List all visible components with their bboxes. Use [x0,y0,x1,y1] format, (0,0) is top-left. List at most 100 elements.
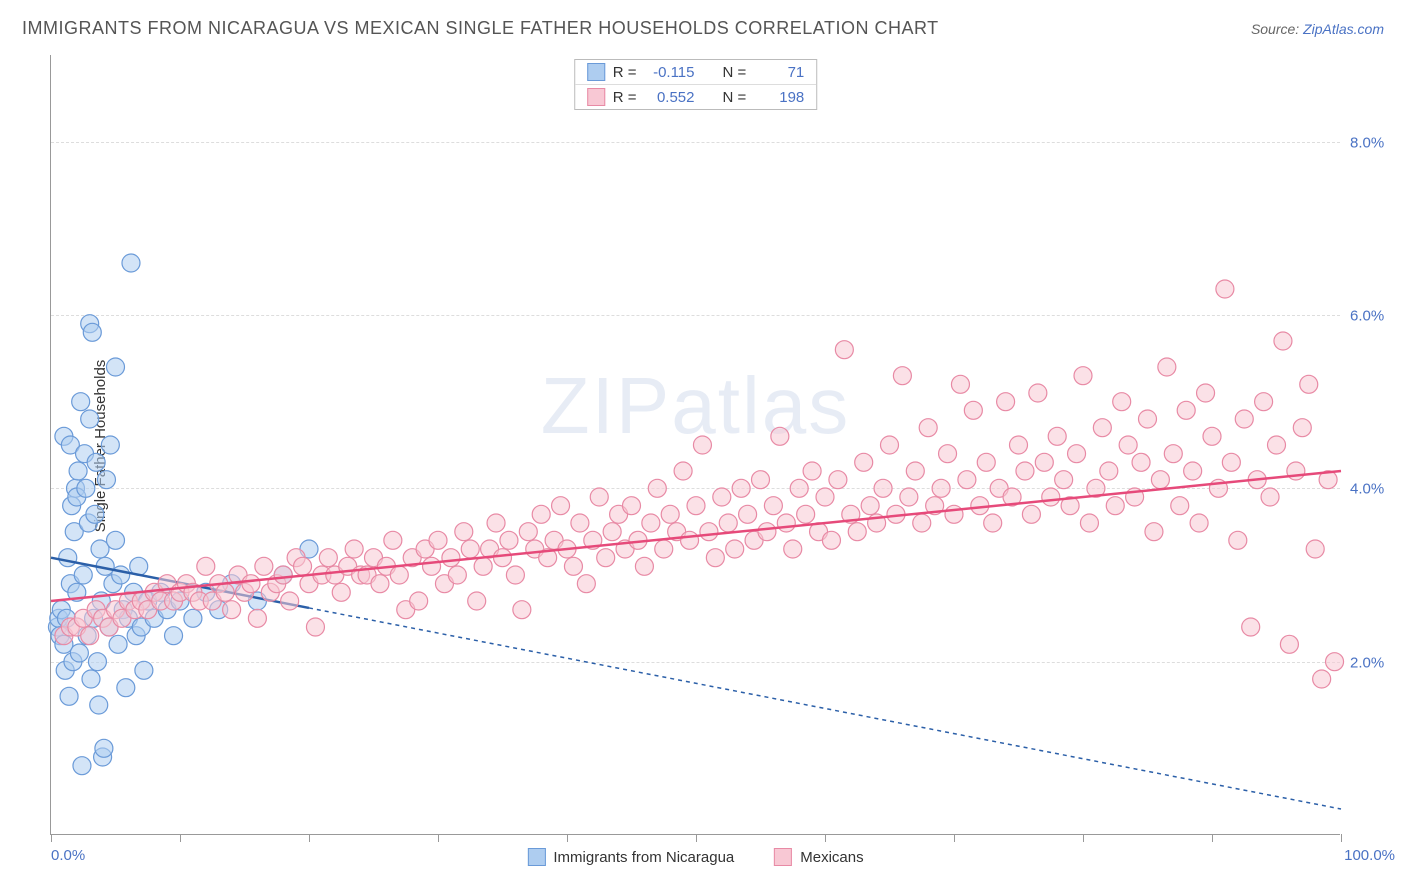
scatter-point [1106,497,1124,515]
scatter-point [274,566,292,584]
scatter-point [1042,488,1060,506]
y-tick-label: 4.0% [1350,481,1400,498]
scatter-point [1048,427,1066,445]
correlation-stats-box: R = -0.115 N = 71 R = 0.552 N = 198 [574,59,818,110]
y-tick-label: 8.0% [1350,134,1400,151]
scatter-point [687,497,705,515]
chart-title: IMMIGRANTS FROM NICARAGUA VS MEXICAN SIN… [22,18,939,39]
scatter-point [1190,514,1208,532]
scatter-point [345,540,363,558]
scatter-point [1016,462,1034,480]
legend-label-1: Immigrants from Nicaragua [553,849,734,866]
scatter-point [855,453,873,471]
scatter-point [764,497,782,515]
scatter-point [1222,453,1240,471]
scatter-point [442,549,460,567]
scatter-point [487,514,505,532]
scatter-point [1132,453,1150,471]
x-tick [1083,834,1084,842]
scatter-point [184,609,202,627]
scatter-point [881,436,899,454]
scatter-point [197,557,215,575]
scatter-point [500,531,518,549]
scatter-point [1280,635,1298,653]
scatter-point [1242,618,1260,636]
scatter-point [513,601,531,619]
scatter-point [281,592,299,610]
x-tick [567,834,568,842]
scatter-point [95,739,113,757]
scatter-point [932,479,950,497]
scatter-point [69,462,87,480]
scatter-point [59,549,77,567]
y-tick-label: 6.0% [1350,308,1400,325]
r-label: R = [613,64,637,81]
scatter-point [635,557,653,575]
scatter-point [74,566,92,584]
x-axis-min-label: 0.0% [51,847,85,864]
legend-label-2: Mexicans [800,849,863,866]
scatter-point [1261,488,1279,506]
scatter-point [958,471,976,489]
scatter-point [906,462,924,480]
scatter-point [648,479,666,497]
scatter-point [1203,427,1221,445]
scatter-point [681,531,699,549]
scatter-point [72,393,90,411]
source-link[interactable]: ZipAtlas.com [1303,21,1384,37]
scatter-point [1184,462,1202,480]
scatter-point [107,358,125,376]
x-tick [180,834,181,842]
scatter-point [1268,436,1286,454]
plot-area: ZIPatlas 2.0%4.0%6.0%8.0% R = -0.115 N =… [50,55,1340,835]
scatter-point [732,479,750,497]
scatter-point [83,323,101,341]
scatter-point [984,514,1002,532]
source-attribution: Source: ZipAtlas.com [1251,21,1384,37]
scatter-point [1177,401,1195,419]
legend-item-2: Mexicans [774,848,863,866]
scatter-point [874,479,892,497]
scatter-point [1119,436,1137,454]
scatter-point [1171,497,1189,515]
scatter-point [1306,540,1324,558]
scatter-point [642,514,660,532]
scatter-point [242,575,260,593]
title-bar: IMMIGRANTS FROM NICARAGUA VS MEXICAN SIN… [22,18,1384,39]
scatter-point [829,471,847,489]
scatter-point [1235,410,1253,428]
scatter-point [532,505,550,523]
scatter-point [1151,471,1169,489]
stat-row-series-2: R = 0.552 N = 198 [575,85,817,109]
r-label: R = [613,89,637,106]
scatter-point [1255,393,1273,411]
scatter-point [790,479,808,497]
scatter-point [693,436,711,454]
scatter-point [294,557,312,575]
scatter-point [371,575,389,593]
scatter-point [255,557,273,575]
scatter-point [248,609,266,627]
scatter-point [107,531,125,549]
scatter-point [726,540,744,558]
scatter-point [81,410,99,428]
scatter-point [1055,471,1073,489]
x-tick [696,834,697,842]
scatter-point [86,505,104,523]
scatter-point [835,341,853,359]
scatter-point [951,375,969,393]
scatter-point [73,757,91,775]
scatter-point [1326,653,1344,671]
scatter-point [494,549,512,567]
scatter-point [1080,514,1098,532]
scatter-point [1139,410,1157,428]
legend-swatch-1 [527,848,545,866]
scatter-point [816,488,834,506]
scatter-point [861,497,879,515]
scatter-point [1158,358,1176,376]
scatter-point [122,254,140,272]
scatter-point [461,540,479,558]
scatter-point [1300,375,1318,393]
scatter-point [70,644,88,662]
swatch-series-1 [587,63,605,81]
